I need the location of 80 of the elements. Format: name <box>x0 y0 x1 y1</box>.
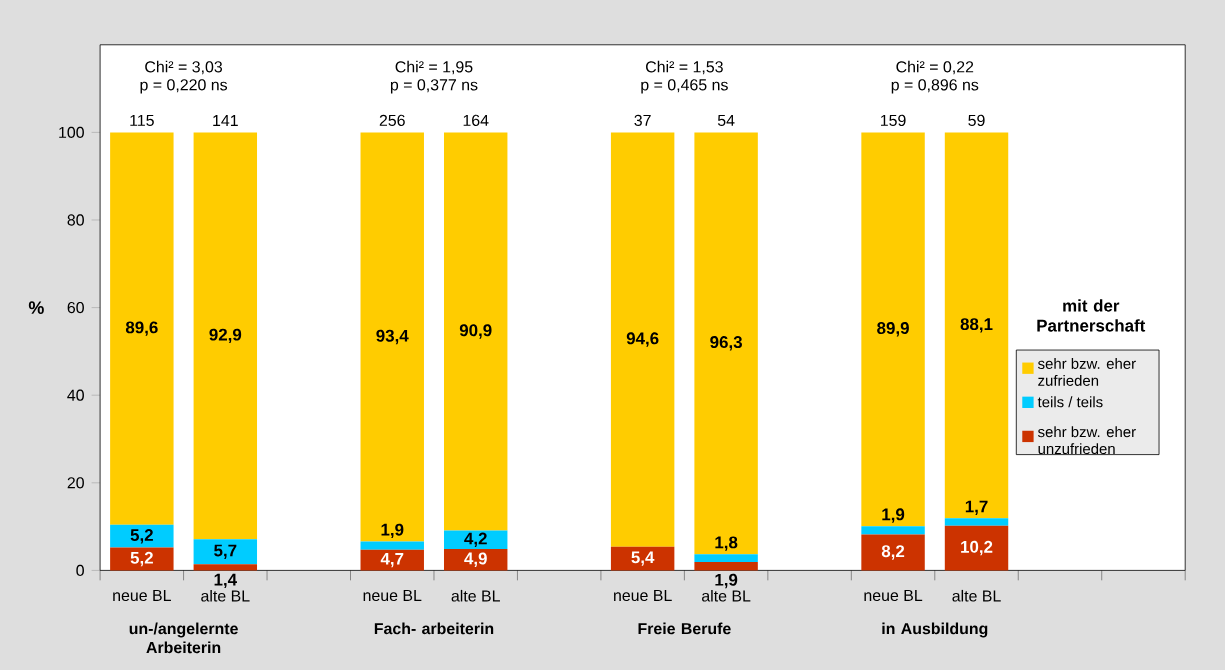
bar <box>944 132 1009 519</box>
annotation: Chi² = 3,03 <box>145 60 223 75</box>
x-tick-label: neue BL <box>614 589 672 602</box>
bar <box>610 132 675 547</box>
y-tick-label: 40 <box>67 389 84 401</box>
data-label: 5,7 <box>214 544 237 559</box>
data-label: 92,9 <box>209 328 242 344</box>
data-label: 89,9 <box>877 322 909 337</box>
data-label: 1,9 <box>381 523 404 539</box>
x-tick-label: neue BL <box>113 589 171 602</box>
bar <box>944 525 1009 571</box>
text: Freie Berufe <box>638 622 731 635</box>
legend-label: sehr bzw. eher unzufrieden <box>1038 426 1136 455</box>
annotation: 164 <box>463 114 489 127</box>
x-tick-label: alte BL <box>451 589 500 602</box>
text: un-/angelernte Arbeiterin <box>129 622 238 654</box>
data-label: 1,9 <box>715 573 738 589</box>
data-label: 4,2 <box>464 532 487 547</box>
data-label: 1,9 <box>882 508 905 523</box>
data-label: 1,4 <box>214 573 237 589</box>
legend-label: sehr bzw. eher zufrieden <box>1038 358 1136 386</box>
bar <box>110 524 174 548</box>
annotation: p = 0,220 ns <box>140 79 228 94</box>
bar <box>110 132 174 525</box>
data-label: 8,2 <box>881 545 905 560</box>
y-tick-label: 80 <box>67 214 84 226</box>
text: Fach- arbeiterin <box>374 622 494 635</box>
bar <box>861 526 925 535</box>
legend-label: teils / teils <box>1037 396 1103 408</box>
bar <box>193 132 258 540</box>
x-tick-label: alte BL <box>702 589 751 602</box>
bar <box>444 132 508 531</box>
legend-title: mit der Partnerschaft <box>1037 299 1146 332</box>
annotation: 54 <box>717 114 735 127</box>
y-tick-label: 20 <box>67 477 84 489</box>
data-label: 4,9 <box>464 552 487 567</box>
annotation: 59 <box>968 114 985 127</box>
x-tick-label: alte BL <box>952 589 1001 602</box>
bar <box>694 132 758 555</box>
bar <box>694 562 758 571</box>
annotation: 256 <box>379 114 405 127</box>
bar <box>193 539 258 565</box>
data-label: 5,2 <box>130 551 153 567</box>
data-label: 4,7 <box>380 552 404 568</box>
bar <box>694 554 758 563</box>
annotation: Chi² = 1,53 <box>646 60 723 75</box>
annotation: p = 0,896 ns <box>891 79 979 94</box>
data-label: 5,2 <box>130 529 153 544</box>
x-tick-label: alte BL <box>201 589 250 602</box>
bar <box>861 534 925 571</box>
bar <box>360 541 424 550</box>
bar <box>193 564 258 571</box>
data-label: 94,6 <box>626 332 659 347</box>
annotation: p = 0,465 ns <box>641 79 728 94</box>
bar <box>861 132 925 527</box>
annotation: p = 0,377 ns <box>390 79 478 94</box>
data-label: 5,4 <box>631 551 655 566</box>
data-label: 96,3 <box>710 336 742 351</box>
data-label: 89,6 <box>125 321 158 336</box>
data-label: 88,1 <box>960 318 993 333</box>
text: in Ausbildung <box>882 622 988 638</box>
annotation: 141 <box>213 115 238 127</box>
data-label: 1,8 <box>715 536 738 551</box>
data-label: 90,9 <box>459 324 492 339</box>
y-tick-label: 0 <box>76 564 84 577</box>
x-tick-label: neue BL <box>864 589 923 602</box>
data-label: 93,4 <box>376 329 409 345</box>
bar <box>360 132 424 542</box>
y-axis-title: % <box>28 301 44 314</box>
data-label: 10,2 <box>961 540 993 556</box>
annotation: Chi² = 1,95 <box>395 60 473 75</box>
annotation: 115 <box>130 114 154 127</box>
x-tick-label: neue BL <box>363 589 422 602</box>
annotation: Chi² = 0,22 <box>896 60 974 75</box>
annotation: 159 <box>880 114 906 127</box>
y-tick-label: 60 <box>67 301 84 314</box>
annotation: 37 <box>634 114 651 127</box>
bar <box>944 518 1009 526</box>
data-label: 1,7 <box>965 500 988 515</box>
y-tick-label: 100 <box>59 126 84 139</box>
